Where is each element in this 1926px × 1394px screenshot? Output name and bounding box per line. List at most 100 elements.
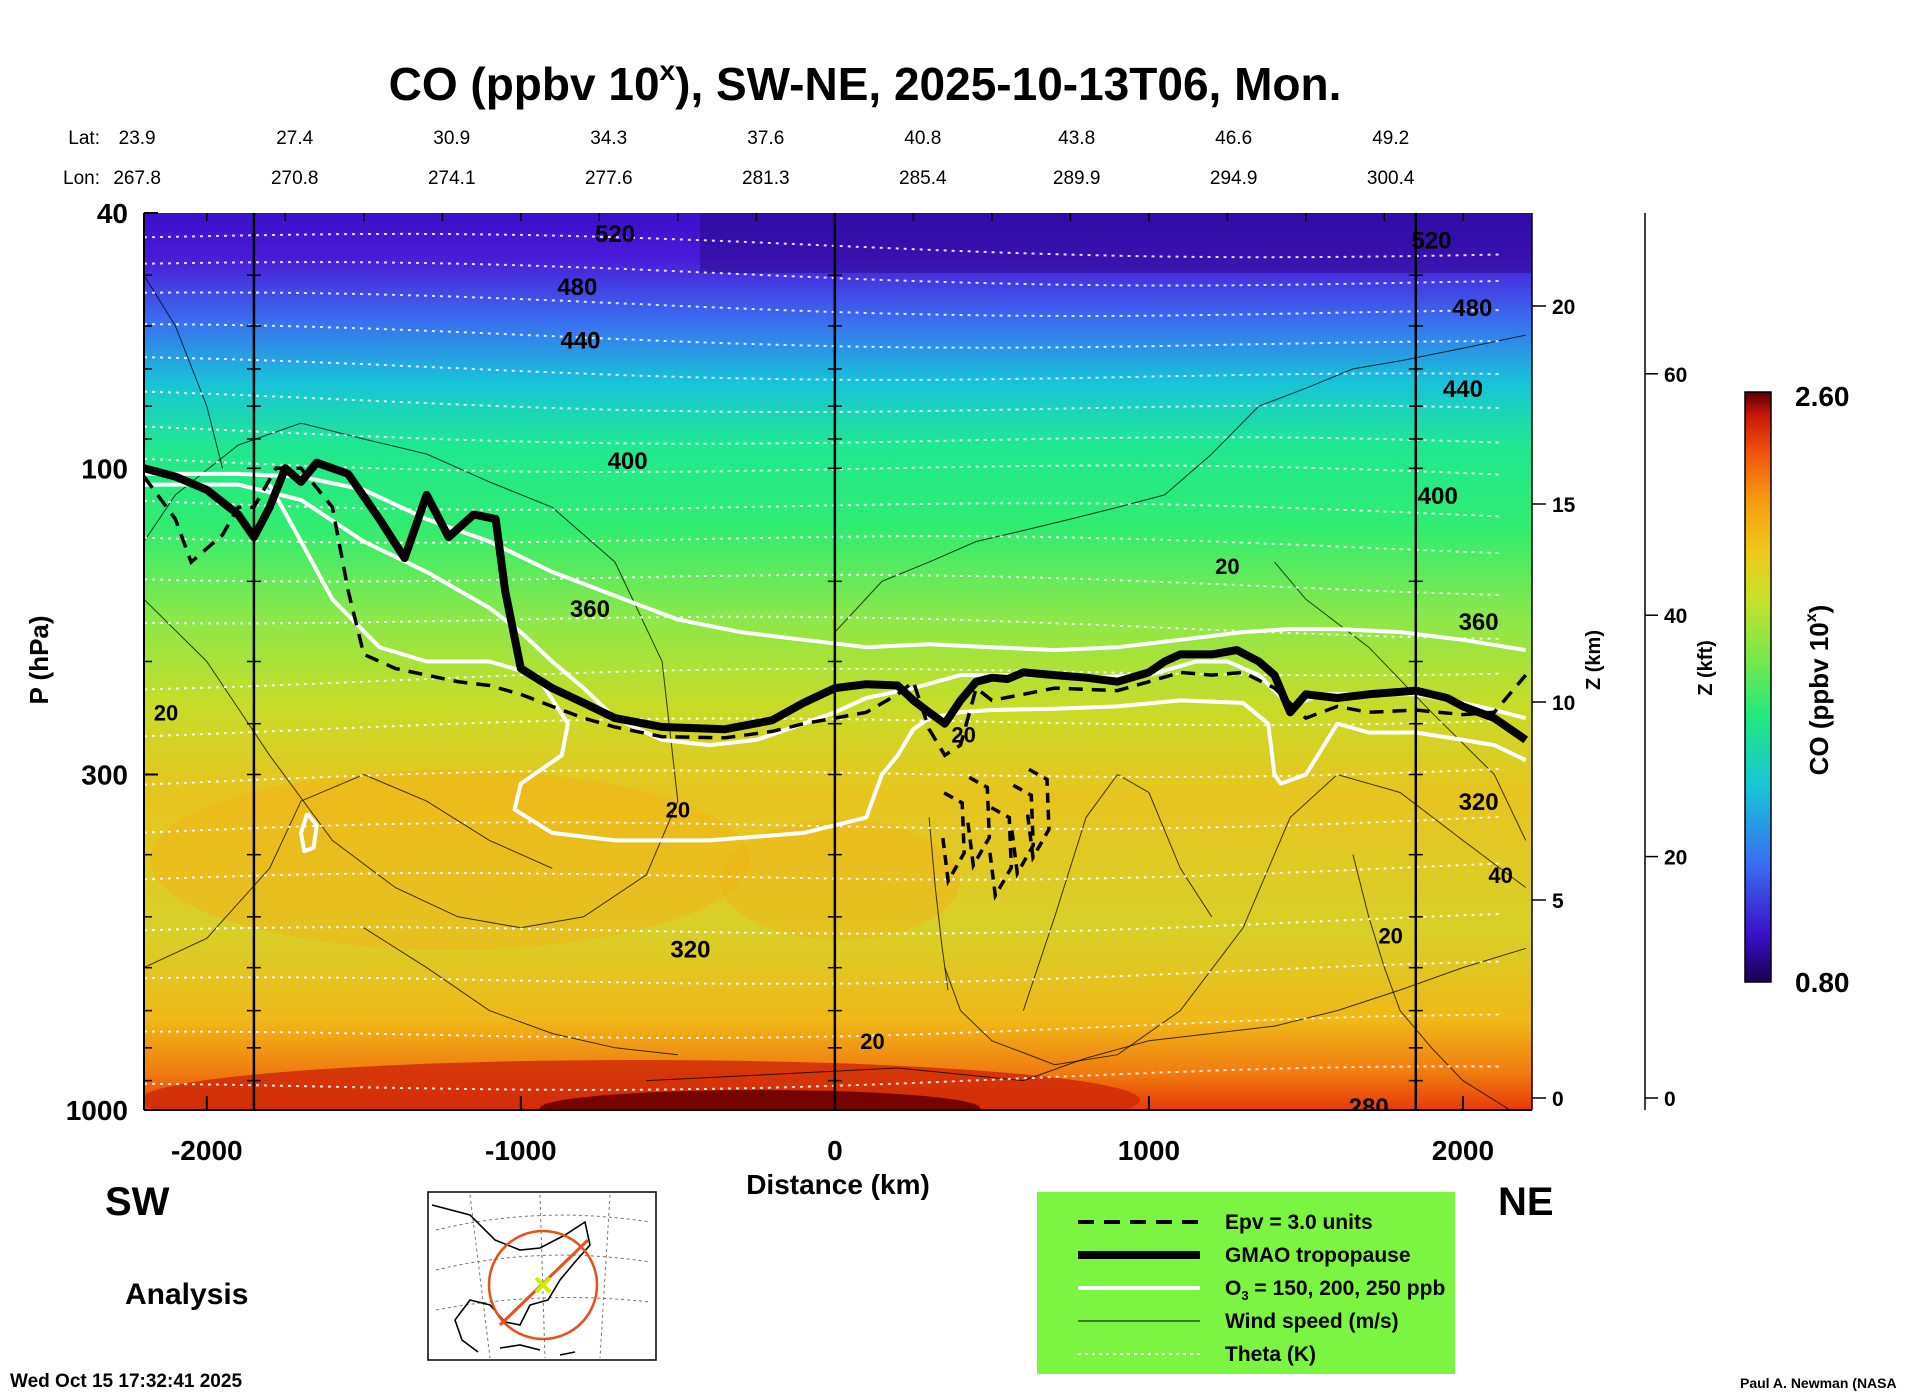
y-tick-label: 40 (97, 198, 128, 229)
credit: Paul A. Newman (NASA (1740, 1375, 1897, 1391)
inset-map-frame (427, 1191, 657, 1361)
epv-cell (1009, 783, 1036, 879)
lon-value: 300.4 (1367, 168, 1415, 189)
theta-label: 400 (1418, 483, 1458, 510)
wind-contour (144, 274, 223, 469)
theta-contour (144, 862, 1501, 881)
theta-contour (144, 232, 1501, 259)
epv-cell (1025, 767, 1051, 863)
wind-contour (646, 947, 1526, 1082)
lat-value: 23.9 (119, 128, 156, 149)
colorbar-max: 2.60 (1795, 381, 1850, 412)
theta-contour (144, 425, 1501, 445)
ne-label: NE (1498, 1180, 1554, 1224)
lon-value: 294.9 (1210, 168, 1258, 189)
wind-label: 40 (1488, 863, 1512, 888)
x-tick-label: -1000 (485, 1135, 557, 1166)
z-km-tick-label: 0 (1552, 1088, 1564, 1111)
x-axis: -2000 -1000 0 1000 2000 (171, 213, 1494, 1166)
co-orange-patch (150, 770, 750, 950)
theta-contour (144, 615, 1501, 640)
legend-o3-sub: 3 (1241, 1288, 1248, 1303)
theta-contour (144, 356, 1501, 381)
theta-label: 440 (560, 328, 600, 355)
legend-item-epv: Epv = 3.0 units (1225, 1211, 1373, 1234)
o3-contour (299, 812, 319, 854)
theta-contour (144, 291, 1501, 318)
z-km-tick-label: 10 (1552, 692, 1575, 715)
lon-label: Lon: (63, 168, 100, 189)
theta-label: 480 (557, 274, 597, 301)
theta-contour (144, 573, 1501, 596)
legend-o3-pre: O (1225, 1277, 1241, 1300)
theta-contour (144, 960, 1501, 985)
wind-contour (1352, 854, 1511, 1110)
x-tick-label: 2000 (1432, 1135, 1494, 1166)
theta-label: 320 (1459, 789, 1499, 816)
theta-contour (144, 913, 1501, 935)
theta-contour (144, 1065, 1501, 1091)
legend-item-tropopause: GMAO tropopause (1225, 1244, 1411, 1267)
wind-label: 20 (154, 700, 178, 725)
theta-label: 280 (1349, 1094, 1389, 1121)
y-tick-label: 300 (81, 759, 128, 790)
y-axis-label: P (hPa) (24, 615, 54, 704)
co-field: 520 480 440 400 360 320 280 520 480 440 400 360 320 2… (144, 213, 1532, 1121)
co-peak-patch (540, 1090, 980, 1110)
z-km-tick-label: 5 (1552, 890, 1564, 913)
x-tick-label: 0 (827, 1135, 843, 1166)
legend: Epv = 3.0 units GMAO tropopause O3 = 150… (1037, 1192, 1455, 1374)
wind-label: 20 (1215, 554, 1239, 579)
o3-contour (144, 471, 1527, 653)
theta-contour (144, 717, 1501, 738)
theta-label: 360 (1459, 609, 1499, 636)
z-kft-tick-label: 0 (1664, 1088, 1676, 1111)
legend-item-wind: Wind speed (m/s) (1225, 1310, 1399, 1333)
theta-contour (144, 261, 1501, 287)
z-kft-tick-label: 40 (1664, 605, 1687, 628)
theta-contour (144, 457, 1501, 476)
wind-contour (928, 817, 949, 991)
inset-map (427, 1191, 657, 1361)
chart-title: CO (ppbv 10x), SW-NE, 2025-10-13T06, Mon… (389, 55, 1342, 110)
x-axis-label: Distance (km) (746, 1169, 930, 1200)
z-kft-tick-label: 20 (1664, 847, 1687, 870)
wind-contour (834, 334, 1526, 633)
colorbar-label: CO (ppbv 10x) (1803, 605, 1834, 776)
lon-value: 281.3 (742, 168, 790, 189)
epv-cell (987, 806, 1014, 902)
co-orange-patch-2 (720, 820, 960, 940)
wind-label: 20 (860, 1029, 884, 1054)
inset-map-range-circle (487, 1229, 599, 1341)
lat-value: 30.9 (433, 128, 470, 149)
tropopause-line (144, 458, 1528, 744)
vertical-reference-lines (246, 213, 1423, 1110)
legend-item-theta: Theta (K) (1225, 1343, 1316, 1366)
wind-contour (944, 773, 1526, 1066)
lat-value: 27.4 (276, 128, 313, 149)
z-km-tick-label: 15 (1552, 494, 1576, 517)
colorbar-label-post: ) (1804, 605, 1834, 614)
lon-value: 270.8 (271, 168, 319, 189)
epv-cell (965, 775, 992, 871)
title-post: ), SW-NE, 2025-10-13T06, Mon. (675, 58, 1341, 110)
theta-label: 520 (595, 221, 635, 248)
epv-cell (940, 791, 966, 887)
theta-contour (144, 390, 1501, 413)
inset-map-coast (431, 1204, 591, 1356)
lat-lon-row: 23.9 267.8 27.4 270.8 30.9 274.1 34.3 277.6 37.6… (113, 128, 1415, 189)
sw-label: SW (105, 1180, 170, 1224)
wind-contour (144, 422, 679, 929)
wind-label: 20 (1378, 924, 1402, 949)
inset-map-center-marker (534, 1276, 552, 1294)
wind-label: 20 (951, 723, 975, 748)
theta-label: 480 (1452, 295, 1492, 322)
title-pre: CO (ppbv 10 (389, 58, 660, 110)
colorbar (1744, 391, 1772, 983)
lon-value: 274.1 (428, 168, 476, 189)
analysis-label: Analysis (125, 1278, 248, 1311)
lat-value: 37.6 (747, 128, 784, 149)
theta-label: 320 (670, 936, 710, 963)
title-sup: x (660, 55, 676, 86)
